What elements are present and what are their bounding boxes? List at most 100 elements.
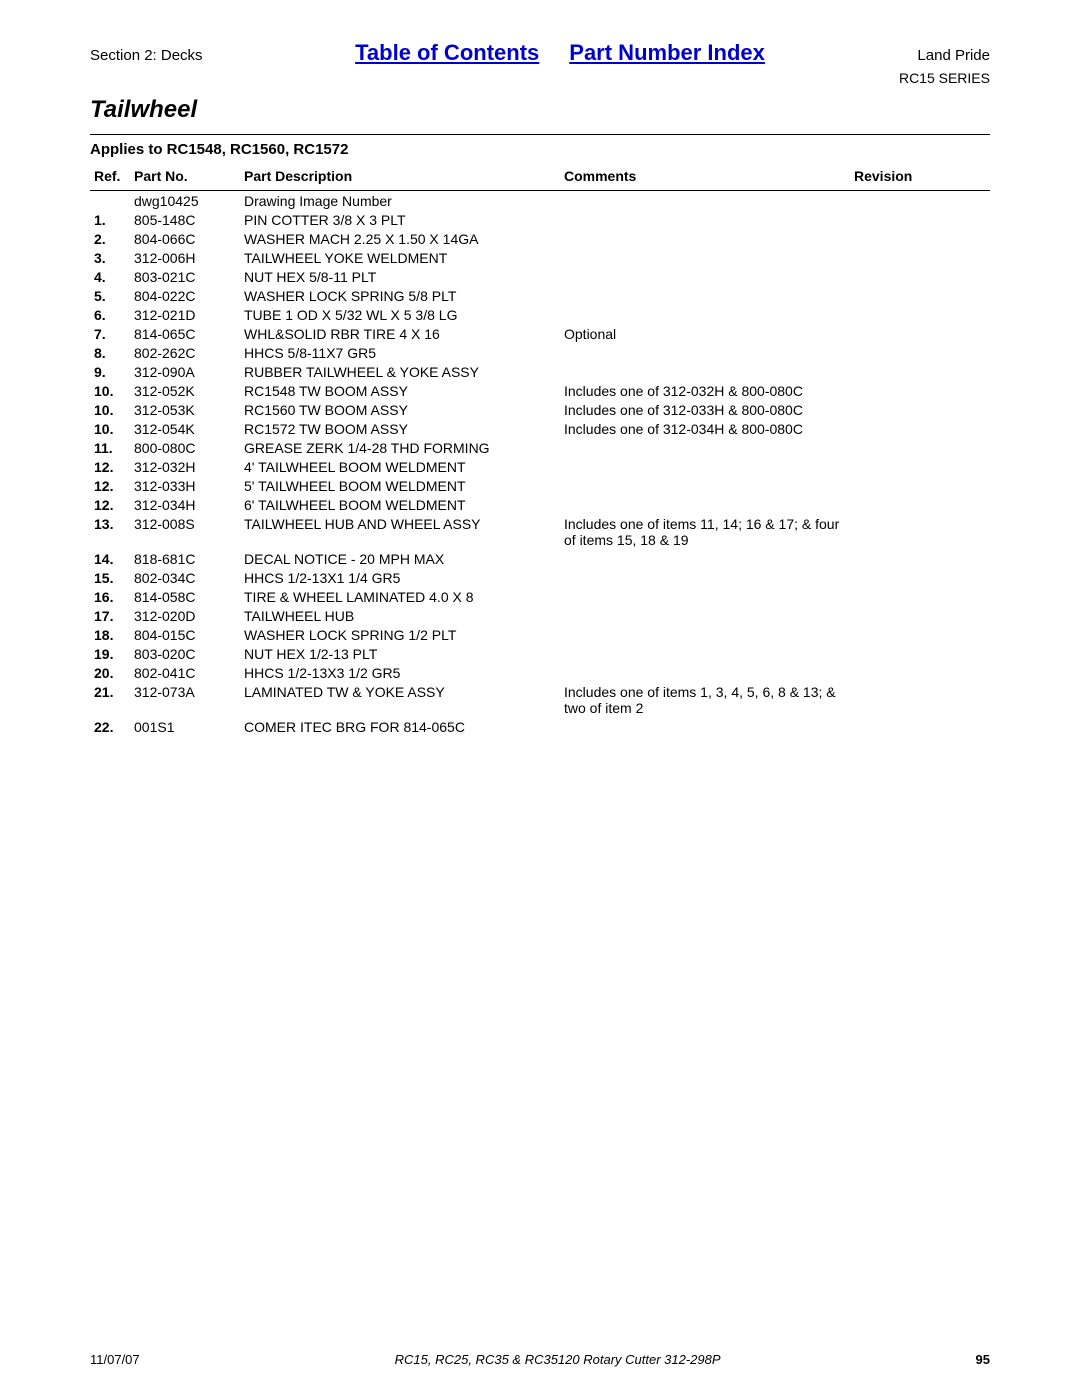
table-row: 11.800-080CGREASE ZERK 1/4-28 THD FORMIN… (90, 438, 990, 457)
cell-ref: 6. (90, 305, 130, 324)
cell-part-no: 312-053K (130, 400, 240, 419)
cell-comments (560, 717, 850, 736)
table-row: 10.312-052KRC1548 TW BOOM ASSYIncludes o… (90, 381, 990, 400)
cell-revision (850, 717, 990, 736)
cell-part-no: 312-033H (130, 476, 240, 495)
cell-revision (850, 362, 990, 381)
cell-ref: 12. (90, 476, 130, 495)
table-row: 21.312-073ALAMINATED TW & YOKE ASSYInclu… (90, 682, 990, 717)
cell-description: 6' TAILWHEEL BOOM WELDMENT (240, 495, 560, 514)
cell-description: TAILWHEEL HUB (240, 606, 560, 625)
footer-doc-title: RC15, RC25, RC35 & RC35120 Rotary Cutter… (395, 1352, 721, 1367)
cell-ref: 15. (90, 568, 130, 587)
cell-comments (560, 476, 850, 495)
cell-revision (850, 663, 990, 682)
table-row: 8.802-262CHHCS 5/8-11X7 GR5 (90, 343, 990, 362)
cell-comments (560, 210, 850, 229)
cell-description: WASHER MACH 2.25 X 1.50 X 14GA (240, 229, 560, 248)
cell-part-no: 803-020C (130, 644, 240, 663)
brand-label: Land Pride (917, 47, 990, 64)
cell-ref (90, 191, 130, 211)
cell-part-no: 312-021D (130, 305, 240, 324)
cell-part-no: 802-034C (130, 568, 240, 587)
cell-description: 5' TAILWHEEL BOOM WELDMENT (240, 476, 560, 495)
cell-revision (850, 267, 990, 286)
cell-part-no: 804-066C (130, 229, 240, 248)
cell-description: RC1560 TW BOOM ASSY (240, 400, 560, 419)
table-row: 13.312-008STAILWHEEL HUB AND WHEEL ASSYI… (90, 514, 990, 549)
cell-description: WASHER LOCK SPRING 1/2 PLT (240, 625, 560, 644)
part-number-index-link[interactable]: Part Number Index (569, 40, 765, 66)
table-row: 14.818-681CDECAL NOTICE - 20 MPH MAX (90, 549, 990, 568)
cell-description: DECAL NOTICE - 20 MPH MAX (240, 549, 560, 568)
cell-ref: 13. (90, 514, 130, 549)
cell-ref: 14. (90, 549, 130, 568)
cell-ref: 21. (90, 682, 130, 717)
page-footer: 11/07/07 RC15, RC25, RC35 & RC35120 Rota… (90, 1352, 990, 1367)
table-row: 18.804-015CWASHER LOCK SPRING 1/2 PLT (90, 625, 990, 644)
cell-comments (560, 549, 850, 568)
cell-ref: 10. (90, 400, 130, 419)
column-header-partno: Part No. (130, 166, 240, 191)
header-links: Table of Contents Part Number Index (355, 40, 765, 66)
cell-description: NUT HEX 1/2-13 PLT (240, 644, 560, 663)
cell-comments (560, 362, 850, 381)
cell-comments (560, 625, 850, 644)
cell-revision (850, 606, 990, 625)
cell-description: WHL&SOLID RBR TIRE 4 X 16 (240, 324, 560, 343)
cell-comments (560, 568, 850, 587)
cell-ref: 9. (90, 362, 130, 381)
cell-description: Drawing Image Number (240, 191, 560, 211)
cell-comments: Includes one of 312-034H & 800-080C (560, 419, 850, 438)
footer-date: 11/07/07 (90, 1352, 140, 1367)
cell-ref: 5. (90, 286, 130, 305)
cell-description: NUT HEX 5/8-11 PLT (240, 267, 560, 286)
cell-part-no: 814-065C (130, 324, 240, 343)
table-row: 17.312-020DTAILWHEEL HUB (90, 606, 990, 625)
cell-comments (560, 343, 850, 362)
cell-ref: 18. (90, 625, 130, 644)
cell-comments (560, 457, 850, 476)
table-row: 19.803-020CNUT HEX 1/2-13 PLT (90, 644, 990, 663)
cell-revision (850, 495, 990, 514)
cell-ref: 2. (90, 229, 130, 248)
cell-revision (850, 625, 990, 644)
cell-ref: 7. (90, 324, 130, 343)
cell-part-no: 312-052K (130, 381, 240, 400)
cell-ref: 22. (90, 717, 130, 736)
cell-part-no: 805-148C (130, 210, 240, 229)
cell-part-no: dwg10425 (130, 191, 240, 211)
cell-comments (560, 495, 850, 514)
cell-part-no: 312-008S (130, 514, 240, 549)
cell-ref: 4. (90, 267, 130, 286)
document-page: Section 2: Decks Table of Contents Part … (0, 0, 1080, 1397)
column-header-ref: Ref. (90, 166, 130, 191)
cell-part-no: 814-058C (130, 587, 240, 606)
table-row: 22.001S1COMER ITEC BRG FOR 814-065C (90, 717, 990, 736)
cell-description: COMER ITEC BRG FOR 814-065C (240, 717, 560, 736)
cell-part-no: 312-006H (130, 248, 240, 267)
table-of-contents-link[interactable]: Table of Contents (355, 40, 539, 66)
cell-ref: 8. (90, 343, 130, 362)
cell-description: PIN COTTER 3/8 X 3 PLT (240, 210, 560, 229)
cell-revision (850, 476, 990, 495)
table-row: 5.804-022CWASHER LOCK SPRING 5/8 PLT (90, 286, 990, 305)
cell-part-no: 312-073A (130, 682, 240, 717)
cell-description: 4' TAILWHEEL BOOM WELDMENT (240, 457, 560, 476)
cell-ref: 11. (90, 438, 130, 457)
page-header: Section 2: Decks Table of Contents Part … (90, 40, 990, 66)
table-row: 4.803-021CNUT HEX 5/8-11 PLT (90, 267, 990, 286)
cell-revision (850, 438, 990, 457)
cell-description: LAMINATED TW & YOKE ASSY (240, 682, 560, 717)
cell-comments (560, 191, 850, 211)
cell-part-no: 312-054K (130, 419, 240, 438)
table-row: 2.804-066CWASHER MACH 2.25 X 1.50 X 14GA (90, 229, 990, 248)
table-row: 10.312-054KRC1572 TW BOOM ASSYIncludes o… (90, 419, 990, 438)
cell-part-no: 804-022C (130, 286, 240, 305)
cell-comments (560, 229, 850, 248)
cell-description: TAILWHEEL YOKE WELDMENT (240, 248, 560, 267)
cell-description: HHCS 1/2-13X3 1/2 GR5 (240, 663, 560, 682)
footer-page-number: 95 (976, 1352, 990, 1367)
cell-revision (850, 305, 990, 324)
cell-comments: Includes one of 312-033H & 800-080C (560, 400, 850, 419)
